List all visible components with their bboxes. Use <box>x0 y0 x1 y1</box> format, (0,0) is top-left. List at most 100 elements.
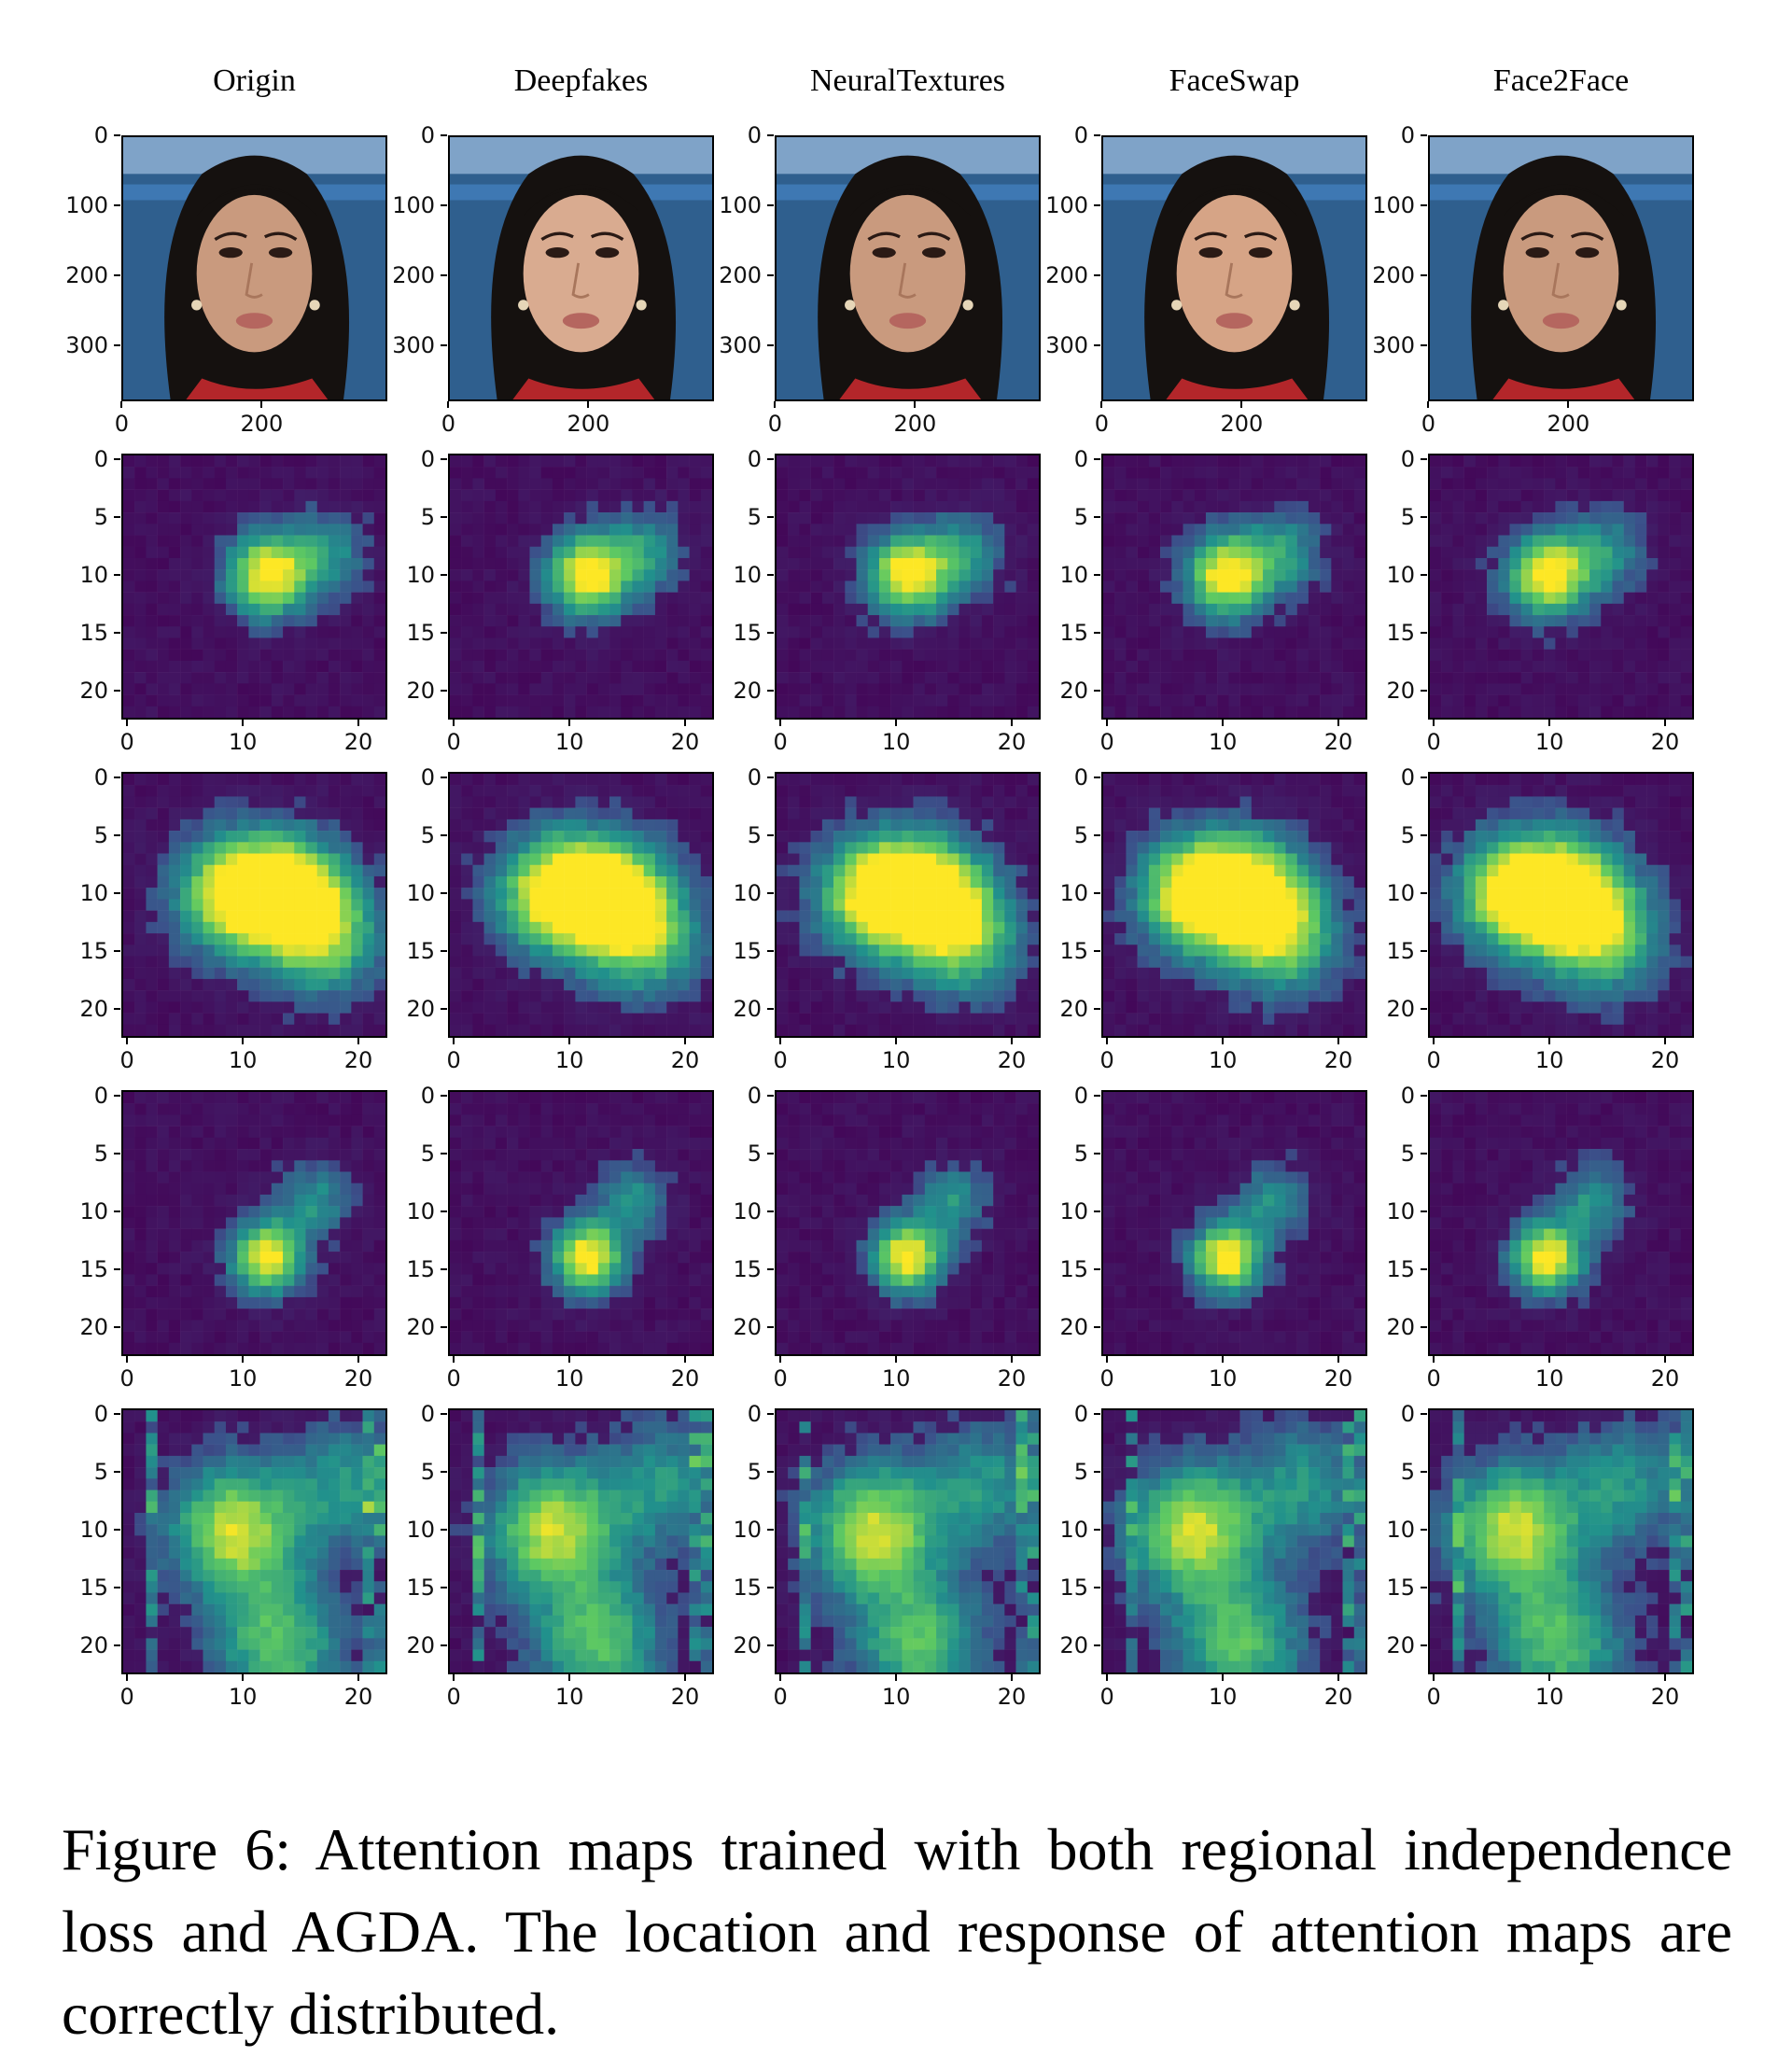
x-tick-label: 0 <box>1426 1365 1441 1392</box>
y-tick-mark <box>767 1587 774 1589</box>
y-tick-mark <box>441 1587 447 1589</box>
y-tick-label: 5 <box>1400 1459 1415 1486</box>
y-tick-label: 5 <box>747 1459 762 1486</box>
x-tick-mark <box>1433 1356 1435 1363</box>
y-tick-mark <box>1421 274 1427 277</box>
y-tick-mark <box>767 777 774 779</box>
x-tick-label: 10 <box>1208 1365 1238 1392</box>
y-tick-mark <box>1421 690 1427 693</box>
y-tick-label: 20 <box>1386 678 1415 705</box>
x-tick-mark <box>1548 1674 1551 1681</box>
x-tick-mark <box>587 401 590 408</box>
y-tick-label: 15 <box>733 938 762 965</box>
attention-heatmap-graphic <box>1103 1092 1365 1354</box>
y-tick-mark <box>114 1008 120 1011</box>
x-tick-mark <box>1011 720 1014 726</box>
y-tick-mark <box>1094 1587 1100 1589</box>
y-tick-label: 0 <box>420 1401 435 1428</box>
attention-heatmap-graphic <box>777 1410 1039 1672</box>
y-tick-mark <box>441 1008 447 1011</box>
x-tick-mark <box>1100 401 1103 408</box>
y-tick-mark <box>767 1095 774 1098</box>
x-tick-mark <box>453 1038 455 1044</box>
y-tick-mark <box>767 1268 774 1271</box>
y-tick-label: 10 <box>1386 1517 1415 1544</box>
y-tick-mark <box>767 690 774 693</box>
y-tick-label: 20 <box>1059 1632 1088 1659</box>
x-tick-label: 200 <box>893 411 937 437</box>
x-tick-label: 0 <box>446 1365 461 1392</box>
y-tick-mark <box>114 1413 120 1416</box>
x-tick-label: 10 <box>1208 729 1238 755</box>
y-tick-mark <box>441 344 447 347</box>
face-image-panel <box>121 135 387 401</box>
y-tick-label: 200 <box>392 262 435 289</box>
attention-map-panel <box>1428 1090 1694 1356</box>
y-tick-mark <box>767 950 774 953</box>
x-tick-mark <box>568 720 571 726</box>
y-tick-label: 10 <box>733 1517 762 1544</box>
x-tick-label: 200 <box>1547 411 1590 437</box>
x-tick-label: 10 <box>1208 1684 1238 1710</box>
y-tick-mark <box>114 1095 120 1098</box>
y-tick-mark <box>1421 516 1427 519</box>
y-tick-mark <box>1421 632 1427 635</box>
x-tick-label: 0 <box>1426 1684 1441 1710</box>
y-tick-label: 5 <box>93 822 108 849</box>
x-tick-label: 0 <box>1421 411 1436 437</box>
x-tick-mark <box>914 401 917 408</box>
y-tick-mark <box>1094 1095 1100 1098</box>
attention-heatmap-graphic <box>1430 1410 1692 1672</box>
attention-heatmap-graphic <box>1103 1410 1365 1672</box>
y-tick-label: 5 <box>1400 822 1415 849</box>
y-tick-mark <box>1421 574 1427 577</box>
y-tick-mark <box>441 1268 447 1271</box>
y-tick-label: 0 <box>1073 446 1088 473</box>
attention-heatmap-graphic <box>1430 1092 1692 1354</box>
y-tick-label: 15 <box>1059 620 1088 647</box>
x-tick-mark <box>1337 1674 1340 1681</box>
y-tick-mark <box>1421 204 1427 207</box>
y-tick-mark <box>114 950 120 953</box>
x-tick-mark <box>447 401 450 408</box>
y-tick-label: 5 <box>93 1140 108 1168</box>
attention-map-panel <box>448 772 714 1038</box>
y-tick-label: 300 <box>65 332 108 359</box>
y-tick-mark <box>1421 1326 1427 1329</box>
attention-map-panel <box>121 1090 387 1356</box>
x-tick-label: 10 <box>1534 1365 1564 1392</box>
x-tick-label: 0 <box>1099 1047 1114 1073</box>
y-tick-label: 0 <box>1400 764 1415 791</box>
x-tick-mark <box>357 1038 360 1044</box>
x-tick-mark <box>774 401 777 408</box>
y-tick-label: 0 <box>93 122 108 149</box>
y-tick-label: 10 <box>1059 1517 1088 1544</box>
y-tick-label: 300 <box>719 332 762 359</box>
attention-map-panel <box>1101 772 1367 1038</box>
y-tick-mark <box>114 1529 120 1532</box>
y-tick-mark <box>767 1008 774 1011</box>
x-tick-mark <box>1106 1356 1109 1363</box>
y-tick-label: 20 <box>406 1632 435 1659</box>
y-tick-mark <box>767 1529 774 1532</box>
y-tick-mark <box>1094 1413 1100 1416</box>
x-tick-label: 200 <box>567 411 610 437</box>
y-tick-label: 0 <box>93 1401 108 1428</box>
x-tick-label: 0 <box>773 729 788 755</box>
x-tick-mark <box>1222 1356 1225 1363</box>
y-tick-label: 15 <box>1386 1256 1415 1283</box>
y-tick-mark <box>1421 1471 1427 1474</box>
y-tick-mark <box>114 134 120 137</box>
attention-heatmap-graphic <box>123 455 385 718</box>
attention-heatmap-graphic <box>1103 774 1365 1036</box>
x-tick-mark <box>1433 1038 1435 1044</box>
y-tick-label: 0 <box>747 446 762 473</box>
face-photo-graphic <box>1103 137 1365 399</box>
y-tick-mark <box>1094 1268 1100 1271</box>
attention-heatmap-graphic <box>777 455 1039 718</box>
x-tick-mark <box>1106 1674 1109 1681</box>
y-tick-label: 100 <box>65 192 108 219</box>
x-tick-mark <box>895 720 898 726</box>
x-tick-label: 20 <box>1650 1365 1680 1392</box>
x-tick-mark <box>1548 1038 1551 1044</box>
